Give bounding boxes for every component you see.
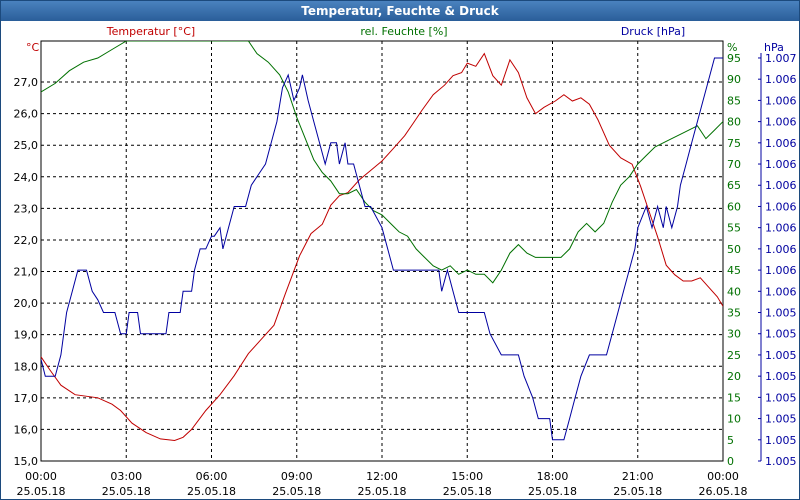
y-tick-pressure: 1.006 (765, 179, 797, 192)
y-tick-pressure: 1.006 (765, 94, 797, 107)
y-tick-pressure: 1.006 (765, 285, 797, 298)
y-tick-humidity: 0 (727, 455, 734, 468)
temperature-unit: °C (26, 41, 40, 54)
y-tick-pressure: 1.005 (765, 434, 797, 447)
y-tick-humidity: 10 (727, 413, 741, 426)
x-tick-date: 25.05.18 (358, 485, 407, 498)
y-tick-temperature: 27,0 (14, 76, 39, 89)
window-title: Temperatur, Feuchte & Druck (1, 1, 799, 21)
y-tick-pressure: 1.006 (765, 200, 797, 213)
y-tick-pressure: 1.007 (765, 52, 797, 65)
y-tick-temperature: 15,0 (14, 455, 39, 468)
x-tick-date: 25.05.18 (613, 485, 662, 498)
y-tick-pressure: 1.006 (765, 222, 797, 235)
y-tick-humidity: 25 (727, 349, 741, 362)
series (41, 41, 723, 442)
y-tick-temperature: 16,0 (14, 423, 39, 436)
y-tick-humidity: 90 (727, 73, 741, 86)
y-tick-temperature: 20,0 (14, 297, 39, 310)
y-tick-humidity: 75 (727, 137, 741, 150)
pressure-unit: hPa (764, 41, 784, 54)
y-tick-humidity: 80 (727, 116, 741, 129)
y-tick-humidity: 35 (727, 307, 741, 320)
x-tick-date: 25.05.18 (443, 485, 492, 498)
humidity-axis-label: rel. Feuchte [%] (360, 25, 447, 38)
y-tick-temperature: 17,0 (14, 392, 39, 405)
y-tick-temperature: 22,0 (14, 234, 39, 247)
y-tick-humidity: 5 (727, 434, 734, 447)
y-tick-humidity: 50 (727, 243, 741, 256)
y-tick-temperature: 23,0 (14, 202, 39, 215)
humidity-unit: % (727, 41, 737, 54)
x-tick-date: 26.05.18 (699, 485, 748, 498)
x-tick-time: 21:00 (622, 470, 654, 483)
grid (40, 40, 724, 462)
y-tick-pressure: 1.006 (765, 243, 797, 256)
y-tick-humidity: 70 (727, 158, 741, 171)
y-tick-pressure: 1.006 (765, 158, 797, 171)
x-tick-time: 18:00 (537, 470, 569, 483)
pressure-line (41, 57, 723, 441)
y-tick-humidity: 85 (727, 94, 741, 107)
x-tick-date: 25.05.18 (187, 485, 236, 498)
x-tick-date: 25.05.18 (102, 485, 151, 498)
x-tick-time: 12:00 (366, 470, 398, 483)
y-tick-temperature: 24,0 (14, 171, 39, 184)
y-tick-humidity: 95 (727, 52, 741, 65)
y-tick-humidity: 60 (727, 200, 741, 213)
y-tick-temperature: 25,0 (14, 139, 39, 152)
x-tick-date: 25.05.18 (272, 485, 321, 498)
y-tick-pressure: 1.005 (765, 391, 797, 404)
y-tick-pressure: 1.006 (765, 73, 797, 86)
y-tick-pressure: 1.005 (765, 455, 797, 468)
x-tick-time: 15:00 (451, 470, 483, 483)
y-tick-temperature: 21,0 (14, 266, 39, 279)
chart: 00:00 25.05.18 03:00 25.05.18 06:00 25.05.18 0… (14, 25, 797, 498)
y-tick-pressure: 1.006 (765, 264, 797, 277)
temperature-line (41, 52, 723, 442)
y-tick-pressure: 1.005 (765, 328, 797, 341)
axes: 00:00 25.05.18 03:00 25.05.18 06:00 25.05.18 0… (14, 25, 797, 498)
y-tick-temperature: 26,0 (14, 108, 39, 121)
y-tick-humidity: 65 (727, 179, 741, 192)
x-tick-date: 25.05.18 (528, 485, 577, 498)
x-tick-time: 00:00 (25, 470, 57, 483)
y-tick-humidity: 30 (727, 328, 741, 341)
temperature-axis-label: Temperatur [°C] (106, 25, 195, 38)
x-tick-time: 09:00 (281, 470, 313, 483)
y-tick-pressure: 1.005 (765, 307, 797, 320)
y-tick-pressure: 1.005 (765, 349, 797, 362)
x-tick-date: 25.05.18 (17, 485, 66, 498)
y-tick-humidity: 15 (727, 391, 741, 404)
x-tick-time: 03:00 (110, 470, 142, 483)
y-tick-humidity: 55 (727, 222, 741, 235)
x-tick-time: 00:00 (707, 470, 739, 483)
y-tick-humidity: 40 (727, 285, 741, 298)
y-tick-humidity: 45 (727, 264, 741, 277)
y-tick-temperature: 19,0 (14, 329, 39, 342)
y-tick-pressure: 1.006 (765, 137, 797, 150)
y-tick-pressure: 1.006 (765, 116, 797, 129)
pressure-axis-label: Druck [hPa] (621, 25, 685, 38)
humidity-line (41, 41, 723, 284)
y-tick-pressure: 1.005 (765, 413, 797, 426)
y-tick-temperature: 18,0 (14, 360, 39, 373)
y-tick-pressure: 1.005 (765, 370, 797, 383)
y-tick-humidity: 20 (727, 370, 741, 383)
x-tick-time: 06:00 (196, 470, 228, 483)
